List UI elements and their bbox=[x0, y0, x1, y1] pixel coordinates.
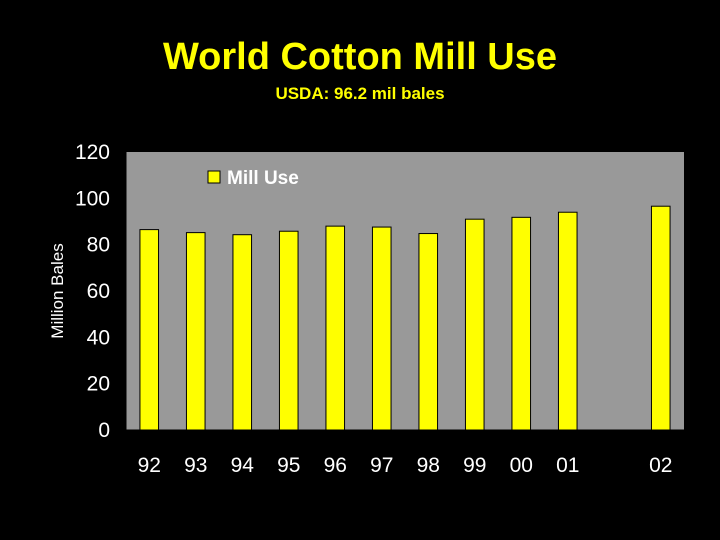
legend-swatch bbox=[207, 170, 221, 184]
chart-subtitle: USDA: 96.2 mil bales bbox=[275, 84, 445, 103]
bar bbox=[232, 234, 253, 431]
legend-label: Mill Use bbox=[227, 168, 299, 189]
bar bbox=[325, 225, 346, 431]
bar bbox=[371, 226, 392, 431]
x-tick-label: 02 bbox=[649, 454, 672, 477]
y-axis-label: Million Bales bbox=[48, 243, 67, 338]
y-tick-label: 120 bbox=[75, 141, 110, 164]
x-tick-label: 96 bbox=[324, 454, 347, 477]
bar bbox=[139, 229, 160, 431]
x-tick-label: 98 bbox=[417, 454, 440, 477]
bar bbox=[185, 232, 206, 431]
x-tick-label: 97 bbox=[370, 454, 393, 477]
plot-area bbox=[126, 152, 684, 430]
y-tick-label: 100 bbox=[75, 187, 110, 210]
y-tick-label: 40 bbox=[87, 326, 110, 349]
y-tick-label: 60 bbox=[87, 280, 110, 303]
x-axis: 92 93 94 95 96 97 98 99 00 01 02 bbox=[125, 429, 685, 477]
bar bbox=[650, 205, 671, 431]
y-tick-label: 0 bbox=[98, 419, 110, 442]
legend: Mill Use bbox=[207, 168, 299, 189]
bar-series bbox=[139, 205, 671, 431]
x-tick-label: 95 bbox=[277, 454, 300, 477]
bar bbox=[278, 230, 299, 431]
bar bbox=[464, 218, 485, 431]
y-tick-label: 80 bbox=[87, 234, 110, 257]
bar bbox=[418, 233, 439, 431]
bar bbox=[557, 211, 578, 431]
y-axis: 0 20 40 60 80 100 120 bbox=[75, 141, 127, 442]
x-tick-label: 93 bbox=[184, 454, 207, 477]
x-tick-label: 94 bbox=[231, 454, 255, 477]
x-tick-label: 99 bbox=[463, 454, 486, 477]
x-tick-label: 01 bbox=[556, 454, 579, 477]
x-tick-label: 92 bbox=[138, 454, 161, 477]
chart-title: World Cotton Mill Use bbox=[162, 36, 558, 78]
bar bbox=[511, 216, 532, 431]
y-tick-label: 20 bbox=[87, 373, 110, 396]
x-tick-label: 00 bbox=[510, 454, 533, 477]
